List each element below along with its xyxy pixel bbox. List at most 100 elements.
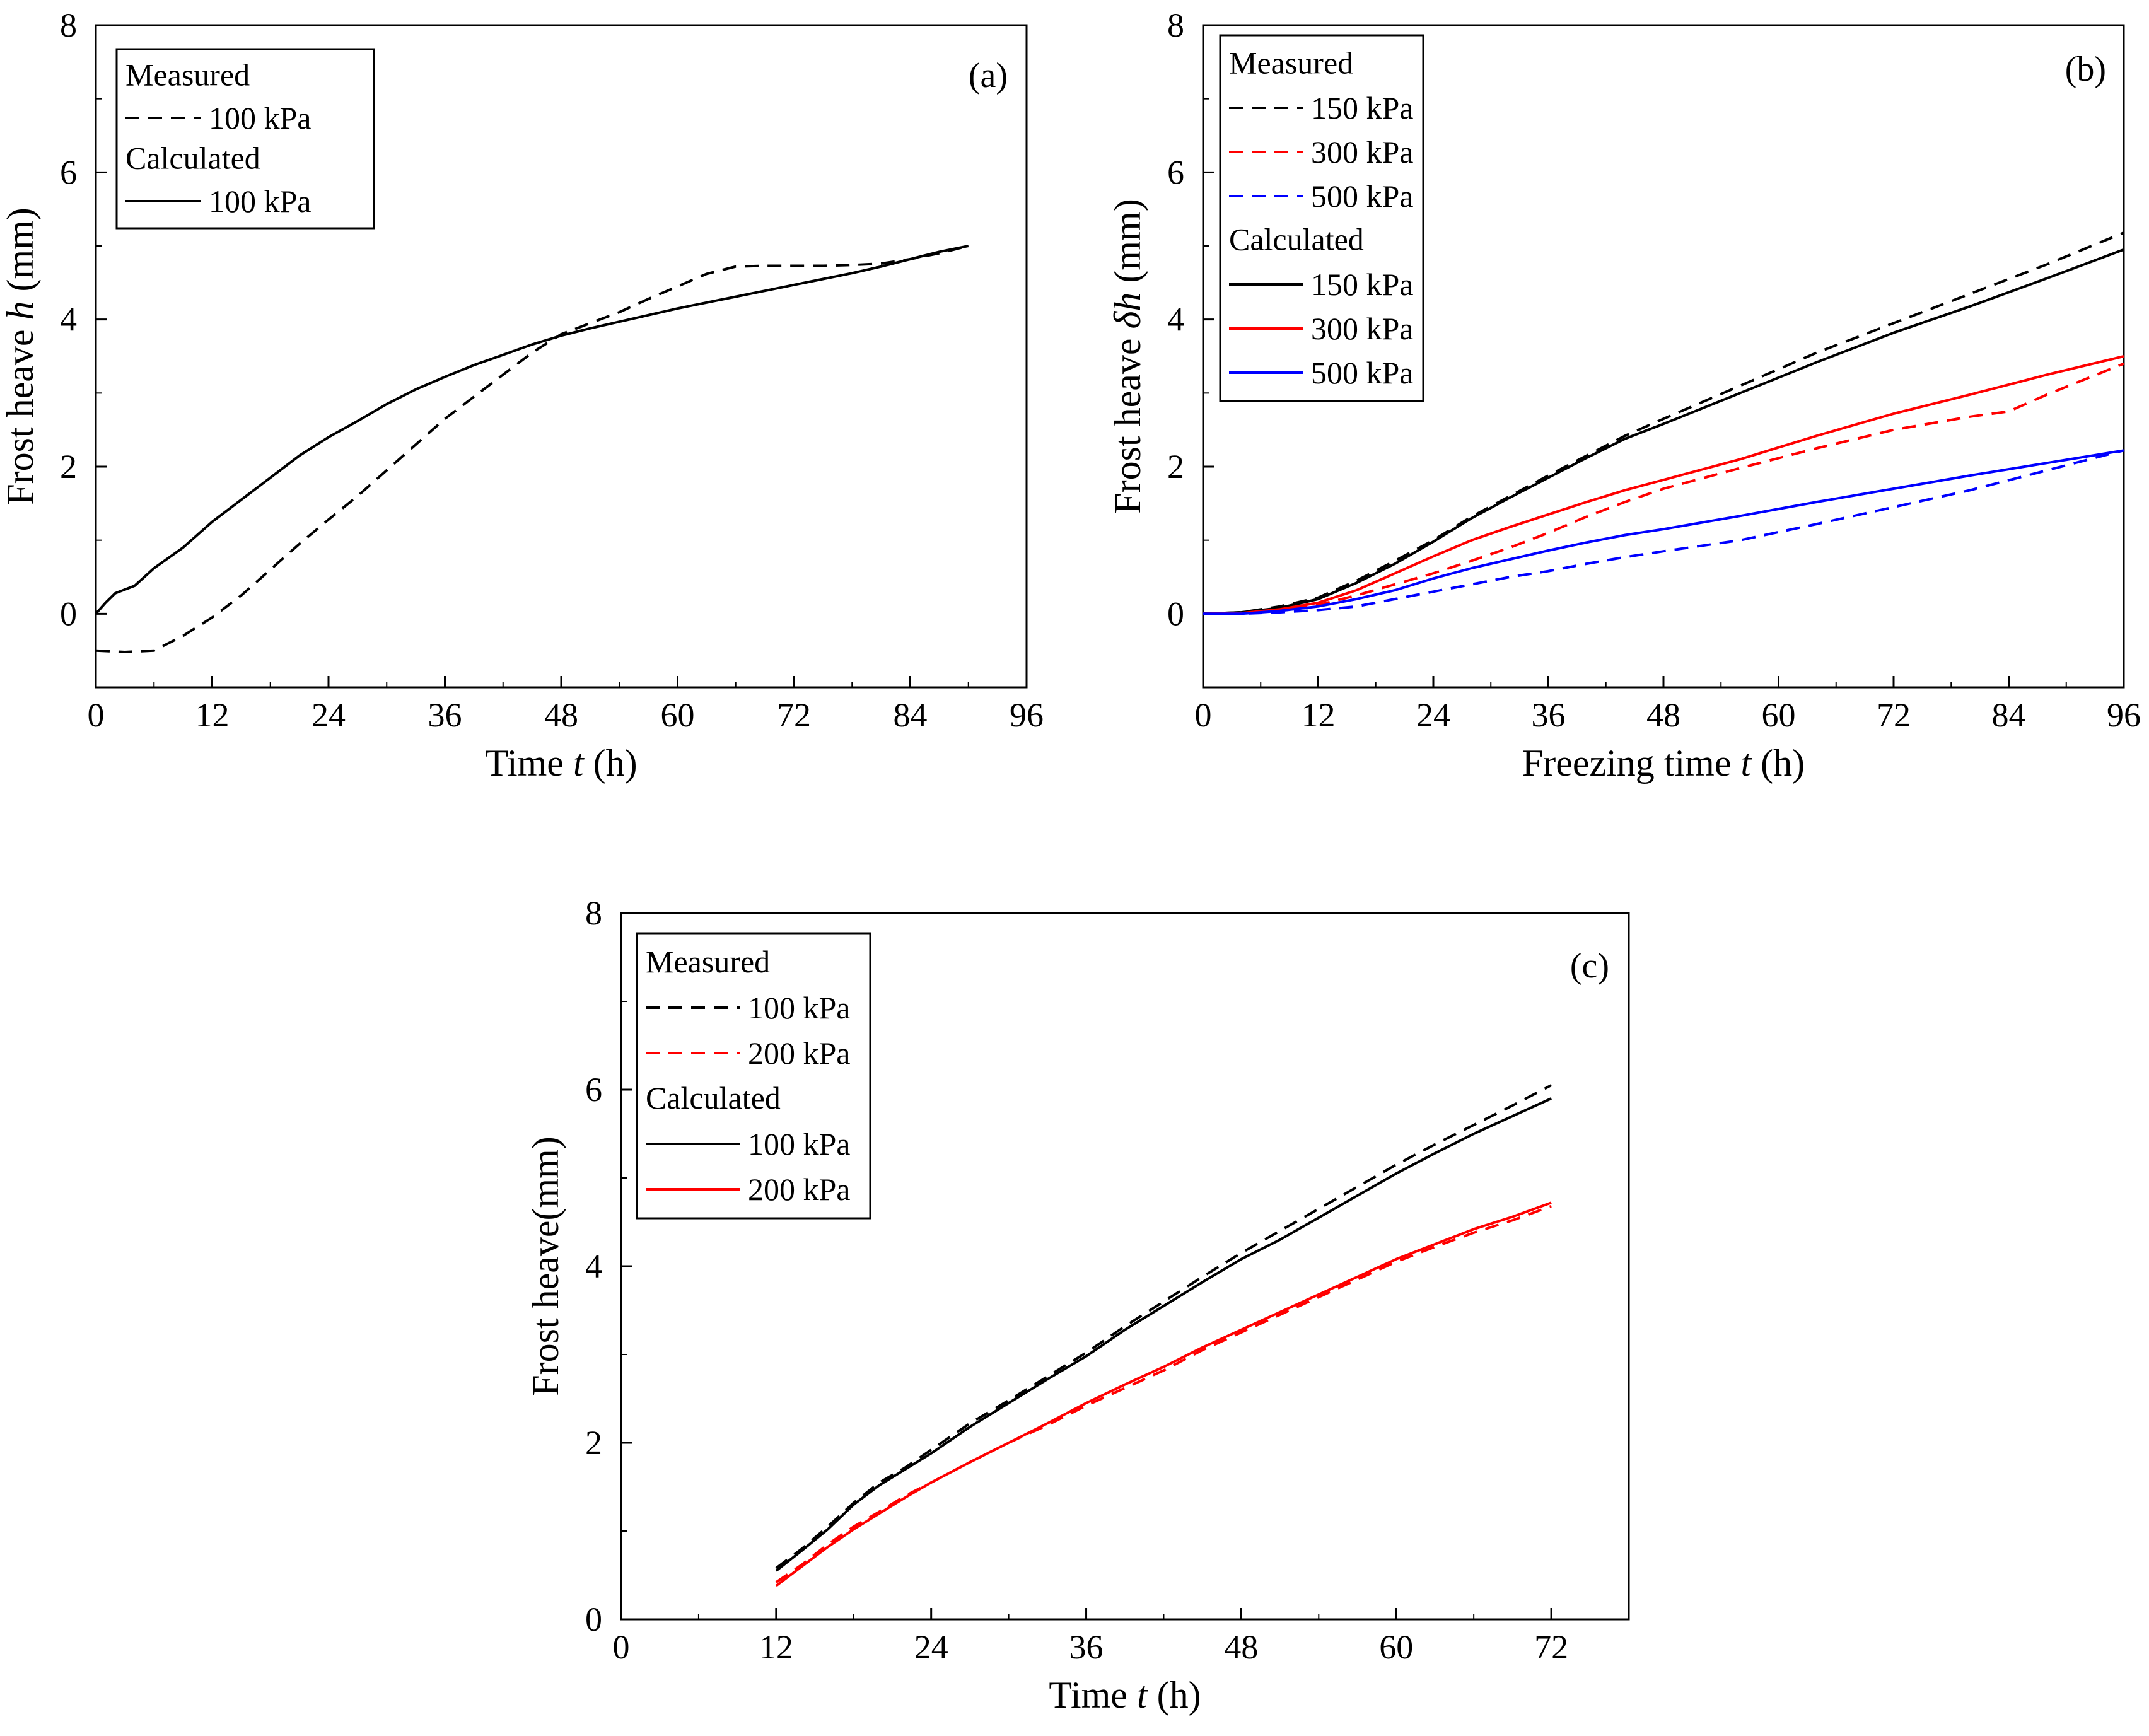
- x-tick-label: 36: [428, 696, 462, 734]
- series-line-measured-0: [1203, 231, 2124, 615]
- x-tick-label: 12: [195, 696, 230, 734]
- x-tick-label: 60: [1762, 696, 1796, 734]
- legend-entry-label: 500 kPa: [1311, 355, 1414, 390]
- legend-entry-label: 100 kPa: [748, 990, 851, 1025]
- x-axis-title-var: t: [573, 742, 585, 784]
- legend-entry-label: 100 kPa: [748, 1126, 851, 1162]
- series-line-measured-2: [1203, 449, 2124, 615]
- x-axis-title-suffix: (h): [584, 742, 638, 784]
- panel-label: (b): [2065, 50, 2106, 89]
- y-axis-title-prefix: Frost heave: [1107, 329, 1148, 513]
- x-tick-label: 72: [1877, 696, 1911, 734]
- x-tick-label: 60: [661, 696, 695, 734]
- x-tick-label: 36: [1069, 1628, 1104, 1666]
- series-line-calculated-3: [1203, 248, 2124, 615]
- x-tick-label: 84: [894, 696, 928, 734]
- y-tick-label: 6: [585, 1071, 602, 1109]
- x-tick-label: 0: [1195, 696, 1212, 734]
- x-tick-label: 24: [1416, 696, 1450, 734]
- x-tick-label: 0: [613, 1628, 630, 1666]
- y-tick-label: 0: [1167, 595, 1184, 632]
- legend: Measured 150 kPa 300 kPa 500 kPa Calculated 1…: [1219, 34, 1424, 402]
- legend-group-heading: Measured: [646, 944, 770, 979]
- x-tick-label: 36: [1532, 696, 1566, 734]
- x-tick-label: 60: [1379, 1628, 1413, 1666]
- series-line-calculated-5: [1203, 449, 2124, 615]
- legend-box: [1219, 34, 1424, 402]
- series-line-calculated-4: [1203, 355, 2124, 615]
- y-tick-label: 0: [585, 1600, 602, 1638]
- legend-box: [115, 48, 375, 230]
- legend-entry-label: 150 kPa: [1311, 267, 1414, 302]
- x-axis-title-var: t: [1137, 1674, 1148, 1716]
- y-tick-label: 4: [60, 301, 77, 339]
- legend-group-heading: Calculated: [125, 141, 260, 176]
- series-line-measured-1: [775, 1204, 1552, 1583]
- x-axis-title-suffix: (h): [1751, 742, 1805, 784]
- x-tick-label: 24: [312, 696, 346, 734]
- legend-box: [636, 932, 871, 1220]
- y-axis-title-prefix: Frost heave(mm): [525, 1136, 566, 1396]
- legend-group-heading: Measured: [125, 57, 250, 93]
- y-axis-title: Frost heave(mm): [525, 1136, 566, 1396]
- y-tick-label: 8: [60, 6, 77, 44]
- y-tick-label: 2: [585, 1424, 602, 1462]
- y-axis-title-var: δh: [1107, 293, 1148, 329]
- legend-entry-label: 500 kPa: [1311, 178, 1414, 214]
- x-axis-title-prefix: Time: [485, 742, 573, 784]
- series-line-measured-0: [95, 245, 969, 653]
- x-axis-title: Time t (h): [1049, 1674, 1201, 1716]
- x-axis-title-prefix: Freezing time: [1522, 742, 1741, 784]
- y-tick-label: 6: [60, 153, 77, 191]
- legend-entry-label: 300 kPa: [1311, 311, 1414, 346]
- x-axis-title-prefix: Time: [1049, 1674, 1137, 1716]
- x-tick-label: 72: [777, 696, 811, 734]
- series-line-calculated-3: [775, 1201, 1552, 1587]
- x-axis-title-suffix: (h): [1148, 1674, 1201, 1716]
- legend: Measured 100 kPa 200 kPa Calculated 100 kPa 2…: [636, 932, 871, 1220]
- y-tick-label: 6: [1167, 153, 1184, 191]
- legend-entry-label: 150 kPa: [1311, 90, 1414, 125]
- y-tick-label: 8: [585, 894, 602, 932]
- legend-entry-label: 200 kPa: [748, 1035, 851, 1071]
- legend-group-heading: Measured: [1229, 45, 1353, 80]
- x-tick-label: 84: [1992, 696, 2026, 734]
- y-axis-title-suffix: (mm): [1107, 199, 1148, 292]
- series-line-calculated-2: [775, 1097, 1552, 1572]
- y-tick-label: 0: [60, 595, 77, 632]
- series-line-measured-0: [775, 1084, 1552, 1570]
- y-tick-label: 4: [585, 1247, 602, 1285]
- x-tick-label: 24: [914, 1628, 948, 1666]
- x-tick-label: 12: [1302, 696, 1336, 734]
- x-tick-label: 48: [544, 696, 578, 734]
- series-line-calculated-1: [95, 245, 969, 615]
- y-tick-label: 2: [60, 448, 77, 486]
- y-axis-title: Frost heave δh (mm): [1107, 199, 1148, 513]
- x-tick-label: 72: [1534, 1628, 1568, 1666]
- x-axis-title: Freezing time t (h): [1522, 742, 1805, 784]
- legend-entry-label: 100 kPa: [209, 100, 312, 136]
- x-tick-label: 48: [1224, 1628, 1258, 1666]
- x-tick-label: 0: [88, 696, 105, 734]
- y-tick-label: 8: [1167, 6, 1184, 44]
- x-tick-label: 48: [1646, 696, 1680, 734]
- y-axis-title: Frost heave h (mm): [0, 207, 41, 505]
- y-tick-label: 2: [1167, 448, 1184, 486]
- x-axis-title: Time t (h): [485, 742, 637, 784]
- panel-label: (c): [1570, 947, 1609, 986]
- legend-group-heading: Calculated: [1229, 221, 1364, 257]
- x-tick-label: 12: [759, 1628, 793, 1666]
- legend-entry-label: 200 kPa: [748, 1172, 851, 1207]
- legend-entry-label: 100 kPa: [209, 184, 312, 219]
- x-axis-title-var: t: [1740, 742, 1752, 784]
- legend-entry-label: 300 kPa: [1311, 134, 1414, 170]
- legend: Measured 100 kPa Calculated 100 kPa: [115, 48, 375, 230]
- series-line-measured-1: [1203, 362, 2124, 615]
- legend-group-heading: Calculated: [646, 1080, 781, 1116]
- y-axis-title-var: h: [0, 301, 41, 320]
- panel-label: (a): [969, 56, 1008, 95]
